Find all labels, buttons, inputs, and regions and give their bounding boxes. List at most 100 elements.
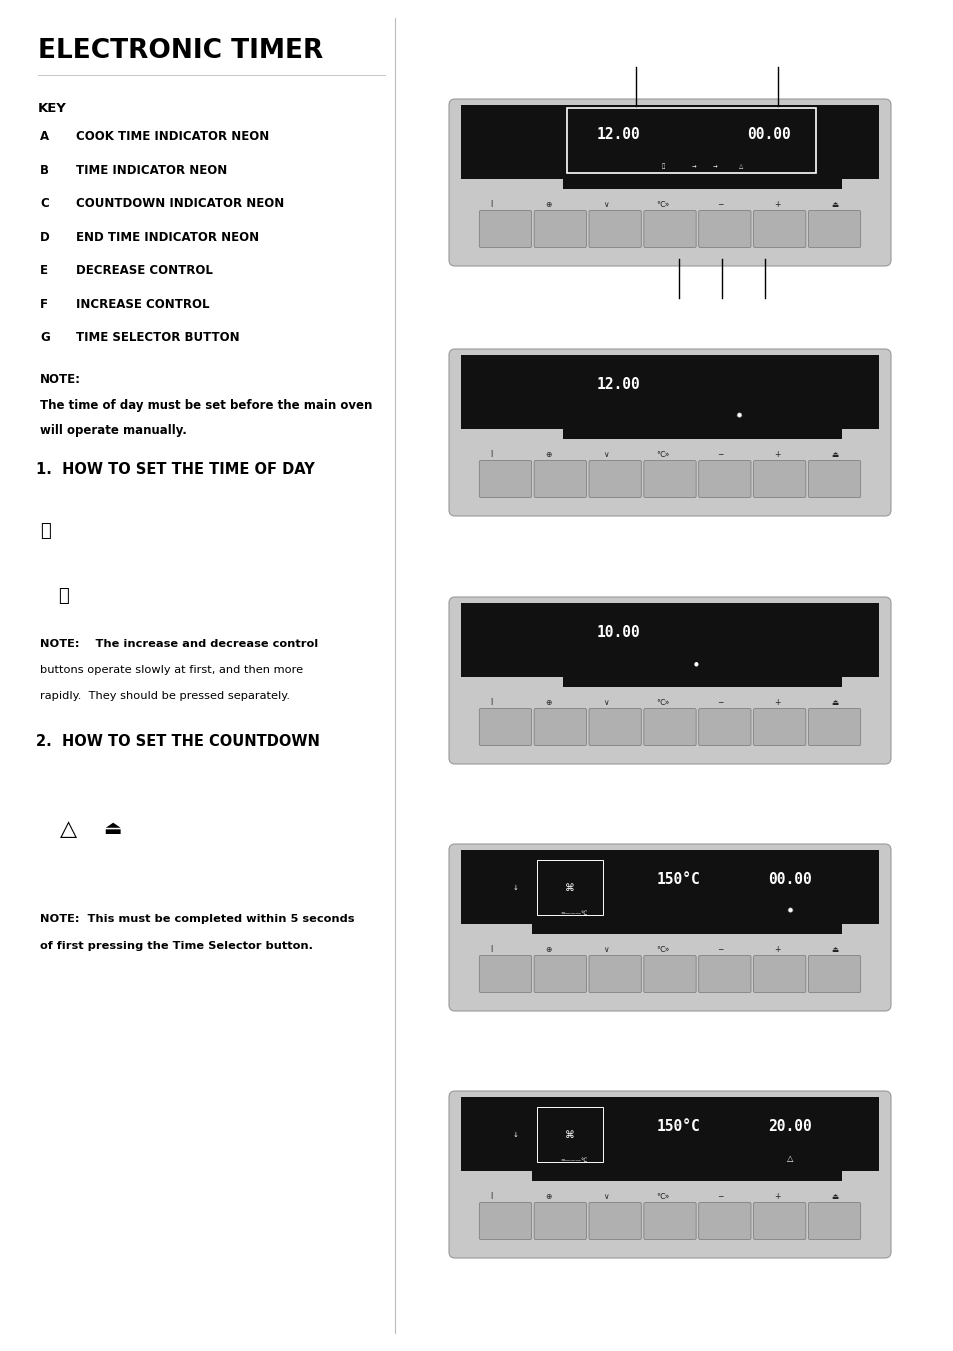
- Text: ⏏: ⏏: [830, 944, 838, 954]
- FancyBboxPatch shape: [449, 844, 890, 1011]
- Text: B: B: [40, 163, 49, 177]
- Text: The time of day must be set before the main oven: The time of day must be set before the m…: [40, 399, 372, 412]
- Bar: [460, 105, 878, 180]
- FancyBboxPatch shape: [698, 461, 750, 497]
- FancyBboxPatch shape: [588, 461, 640, 497]
- FancyBboxPatch shape: [698, 211, 750, 247]
- Text: ↓: ↓: [512, 885, 517, 890]
- Text: DECREASE CONTROL: DECREASE CONTROL: [76, 263, 213, 277]
- Bar: [562, 173, 841, 189]
- Text: ⌘: ⌘: [564, 882, 575, 893]
- Text: D: D: [40, 231, 50, 243]
- Text: 10.00: 10.00: [596, 626, 639, 640]
- FancyBboxPatch shape: [807, 955, 860, 993]
- Text: −: −: [717, 450, 722, 459]
- Text: KEY: KEY: [38, 101, 67, 115]
- Bar: [460, 355, 878, 430]
- Text: →: →: [691, 163, 696, 169]
- Text: ⏏: ⏏: [103, 819, 121, 838]
- Text: NOTE:    The increase and decrease control: NOTE: The increase and decrease control: [40, 639, 318, 648]
- Text: =———℃: =———℃: [560, 1158, 587, 1163]
- FancyBboxPatch shape: [478, 708, 531, 746]
- Text: ↓: ↓: [512, 1132, 517, 1138]
- FancyBboxPatch shape: [537, 859, 602, 916]
- FancyBboxPatch shape: [534, 955, 586, 993]
- Text: ∨: ∨: [602, 697, 608, 707]
- Text: will operate manually.: will operate manually.: [40, 424, 187, 436]
- Text: ℃»: ℃»: [656, 1192, 669, 1201]
- Bar: [460, 1097, 878, 1171]
- Text: ∨: ∨: [602, 450, 608, 459]
- Text: 00.00: 00.00: [746, 127, 790, 142]
- FancyBboxPatch shape: [698, 1202, 750, 1240]
- Text: of first pressing the Time Selector button.: of first pressing the Time Selector butt…: [40, 940, 313, 951]
- Text: 00.00: 00.00: [768, 873, 811, 888]
- FancyBboxPatch shape: [807, 708, 860, 746]
- FancyBboxPatch shape: [534, 1202, 586, 1240]
- Text: I: I: [490, 944, 492, 954]
- Text: ⏰: ⏰: [40, 521, 51, 539]
- Text: 150°C: 150°C: [656, 873, 700, 888]
- Text: TIME INDICATOR NEON: TIME INDICATOR NEON: [76, 163, 227, 177]
- Text: △: △: [60, 819, 77, 839]
- FancyBboxPatch shape: [588, 211, 640, 247]
- Text: NOTE:: NOTE:: [40, 373, 81, 385]
- FancyBboxPatch shape: [698, 708, 750, 746]
- Text: TIME SELECTOR BUTTON: TIME SELECTOR BUTTON: [76, 331, 239, 345]
- FancyBboxPatch shape: [478, 1202, 531, 1240]
- Text: −: −: [717, 697, 722, 707]
- Bar: [460, 850, 878, 924]
- Text: NOTE:  This must be completed within 5 seconds: NOTE: This must be completed within 5 se…: [40, 913, 355, 924]
- Text: ✹: ✹: [786, 907, 793, 916]
- Text: ∨: ∨: [602, 1192, 608, 1201]
- Text: buttons operate slowly at first, and then more: buttons operate slowly at first, and the…: [40, 665, 303, 674]
- FancyBboxPatch shape: [478, 955, 531, 993]
- Text: +: +: [774, 450, 780, 459]
- FancyBboxPatch shape: [753, 461, 805, 497]
- Text: △: △: [738, 163, 742, 169]
- Text: +: +: [774, 1192, 780, 1201]
- FancyBboxPatch shape: [698, 955, 750, 993]
- FancyBboxPatch shape: [449, 349, 890, 516]
- Text: ⊕: ⊕: [545, 944, 552, 954]
- Text: COUNTDOWN INDICATOR NEON: COUNTDOWN INDICATOR NEON: [76, 197, 284, 209]
- Text: ∨: ∨: [602, 944, 608, 954]
- Text: ●: ●: [693, 662, 698, 666]
- Text: ⏏: ⏏: [830, 1192, 838, 1201]
- Bar: [532, 919, 841, 934]
- Bar: [562, 423, 841, 439]
- Text: ELECTRONIC TIMER: ELECTRONIC TIMER: [38, 38, 323, 63]
- Text: △: △: [786, 1154, 793, 1162]
- Text: ℃»: ℃»: [656, 697, 669, 707]
- Text: I: I: [490, 1192, 492, 1201]
- Text: ✹: ✹: [735, 412, 741, 420]
- FancyBboxPatch shape: [449, 1092, 890, 1258]
- Text: =———℃: =———℃: [560, 911, 587, 916]
- Text: −: −: [717, 200, 722, 208]
- FancyBboxPatch shape: [753, 211, 805, 247]
- Bar: [562, 671, 841, 686]
- FancyBboxPatch shape: [588, 1202, 640, 1240]
- FancyBboxPatch shape: [643, 461, 696, 497]
- Text: ⏏: ⏏: [830, 200, 838, 208]
- Text: ⊕: ⊕: [545, 200, 552, 208]
- Text: +: +: [774, 944, 780, 954]
- Text: I: I: [490, 200, 492, 208]
- FancyBboxPatch shape: [588, 708, 640, 746]
- Text: ⏏: ⏏: [830, 697, 838, 707]
- FancyBboxPatch shape: [643, 1202, 696, 1240]
- FancyBboxPatch shape: [753, 1202, 805, 1240]
- Text: F: F: [40, 297, 48, 311]
- FancyBboxPatch shape: [643, 955, 696, 993]
- FancyBboxPatch shape: [478, 461, 531, 497]
- Text: I: I: [490, 697, 492, 707]
- Text: I: I: [490, 450, 492, 459]
- Text: rapidly.  They should be pressed separately.: rapidly. They should be pressed separate…: [40, 690, 290, 701]
- Text: ∨: ∨: [602, 200, 608, 208]
- FancyBboxPatch shape: [807, 211, 860, 247]
- FancyBboxPatch shape: [537, 1106, 602, 1162]
- Text: E: E: [40, 263, 48, 277]
- Text: ⏏: ⏏: [830, 450, 838, 459]
- FancyBboxPatch shape: [534, 461, 586, 497]
- Text: −: −: [717, 944, 722, 954]
